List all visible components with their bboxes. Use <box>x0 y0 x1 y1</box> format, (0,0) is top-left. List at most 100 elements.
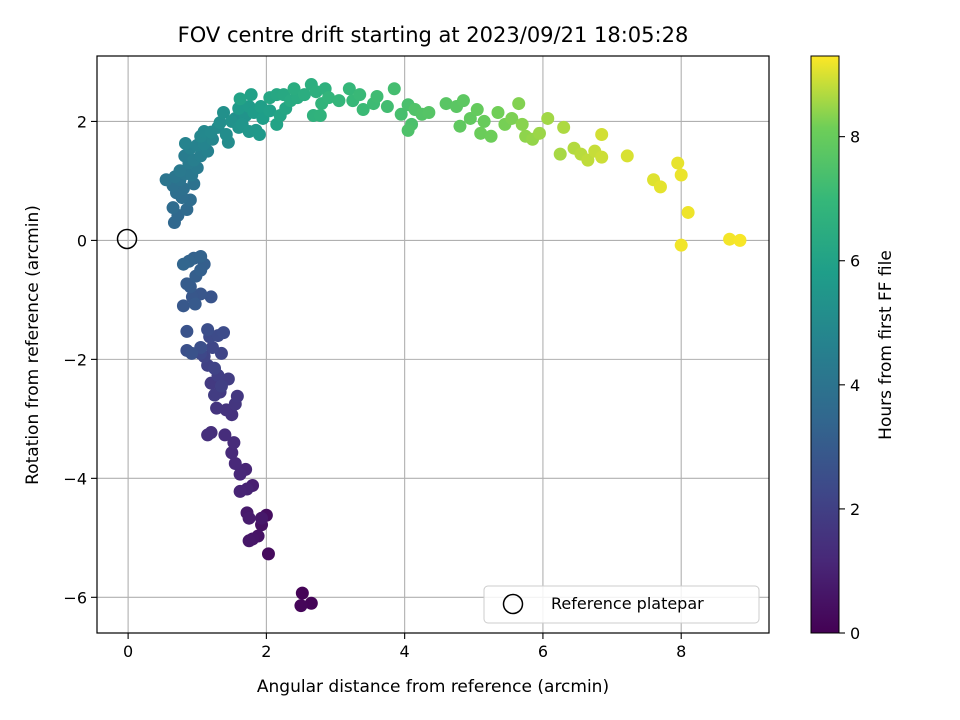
chart-title: FOV centre drift starting at 2023/09/21 … <box>178 23 689 47</box>
data-point <box>252 128 266 142</box>
data-point <box>218 428 232 442</box>
data-point <box>217 106 231 120</box>
data-point <box>387 82 401 96</box>
data-point <box>210 401 224 415</box>
data-point <box>380 100 394 114</box>
data-point <box>188 297 202 311</box>
data-point <box>228 456 242 470</box>
colorbar-label: Hours from first FF file <box>876 250 896 440</box>
data-point <box>201 428 215 442</box>
data-point <box>474 126 488 140</box>
data-point <box>297 88 311 102</box>
data-point <box>439 97 453 111</box>
data-point <box>295 586 309 600</box>
data-point <box>219 128 233 142</box>
data-point <box>194 249 208 263</box>
legend-label-reference: Reference platepar <box>551 594 704 613</box>
data-point <box>217 326 231 340</box>
y-tick-label: 0 <box>77 231 87 250</box>
data-point <box>208 361 222 375</box>
y-axis-label: Rotation from reference (arcmin) <box>23 205 43 485</box>
y-tick-label: 2 <box>77 112 87 131</box>
legend: Reference platepar <box>483 585 760 624</box>
data-point <box>233 92 247 106</box>
data-point <box>173 164 187 178</box>
data-point <box>178 136 192 150</box>
plot-frame <box>96 55 770 634</box>
colorbar-tick-label: 4 <box>850 376 860 395</box>
colorbar-tick-label: 2 <box>850 500 860 519</box>
data-point <box>304 596 318 610</box>
reference-platepar-marker <box>116 228 138 250</box>
data-point <box>261 547 275 561</box>
data-point <box>532 126 546 140</box>
y-tick-label: −2 <box>63 350 87 369</box>
data-point <box>242 511 256 525</box>
data-point <box>671 156 685 170</box>
data-point <box>595 150 609 164</box>
data-point <box>287 82 301 96</box>
data-point <box>453 119 467 133</box>
data-point <box>681 205 695 219</box>
x-axis-label: Angular distance from reference (arcmin) <box>257 677 609 697</box>
data-point <box>313 108 327 122</box>
data-point <box>674 238 688 252</box>
colorbar-ticks: 0 2 4 6 8 <box>839 128 860 643</box>
colorbar-gradient <box>810 55 840 634</box>
data-point <box>244 88 258 102</box>
data-point <box>233 467 247 481</box>
data-point <box>620 149 634 163</box>
data-point <box>232 101 246 115</box>
colorbar-tick-label: 8 <box>850 128 860 147</box>
x-tick-label: 6 <box>538 642 548 661</box>
data-point <box>512 97 526 111</box>
data-point <box>674 168 688 182</box>
legend-marker <box>502 593 524 615</box>
data-point <box>723 232 737 246</box>
data-point <box>515 117 529 131</box>
data-point <box>595 128 609 142</box>
data-point <box>242 534 256 548</box>
data-point <box>342 82 356 96</box>
data-point <box>401 123 415 137</box>
data-point <box>180 277 194 291</box>
data-point <box>180 324 194 338</box>
data-point <box>353 88 367 102</box>
legend-box <box>483 585 760 624</box>
data-point <box>194 263 208 277</box>
data-point <box>557 120 571 134</box>
x-tick-label: 8 <box>676 642 686 661</box>
data-point <box>422 106 436 120</box>
data-point <box>255 511 269 525</box>
data-point <box>505 111 519 125</box>
data-point <box>491 106 505 120</box>
x-tick-label: 4 <box>400 642 410 661</box>
data-point <box>208 388 222 402</box>
colorbar-tick-label: 6 <box>850 252 860 271</box>
x-axis-ticks: 0 2 4 6 8 <box>123 633 686 661</box>
data-point <box>294 599 308 613</box>
grid-lines <box>97 56 769 633</box>
data-point <box>225 446 239 460</box>
data-point <box>553 147 567 161</box>
x-tick-label: 2 <box>261 642 271 661</box>
data-point <box>176 257 190 271</box>
data-point <box>470 103 484 117</box>
data-point <box>581 153 595 167</box>
data-point <box>394 107 408 121</box>
data-point <box>214 379 228 393</box>
data-point <box>653 180 667 194</box>
data-point <box>233 484 247 498</box>
data-point <box>463 111 477 125</box>
data-point <box>213 116 227 130</box>
data-point <box>456 94 470 108</box>
data-point <box>230 389 244 403</box>
data-point <box>733 233 747 247</box>
data-point <box>322 91 336 105</box>
data-point <box>185 346 199 360</box>
data-point <box>227 436 241 450</box>
colorbar: 0 2 4 6 8 Hours from first FF file <box>810 55 896 643</box>
data-point <box>201 323 215 337</box>
data-point <box>263 104 277 118</box>
